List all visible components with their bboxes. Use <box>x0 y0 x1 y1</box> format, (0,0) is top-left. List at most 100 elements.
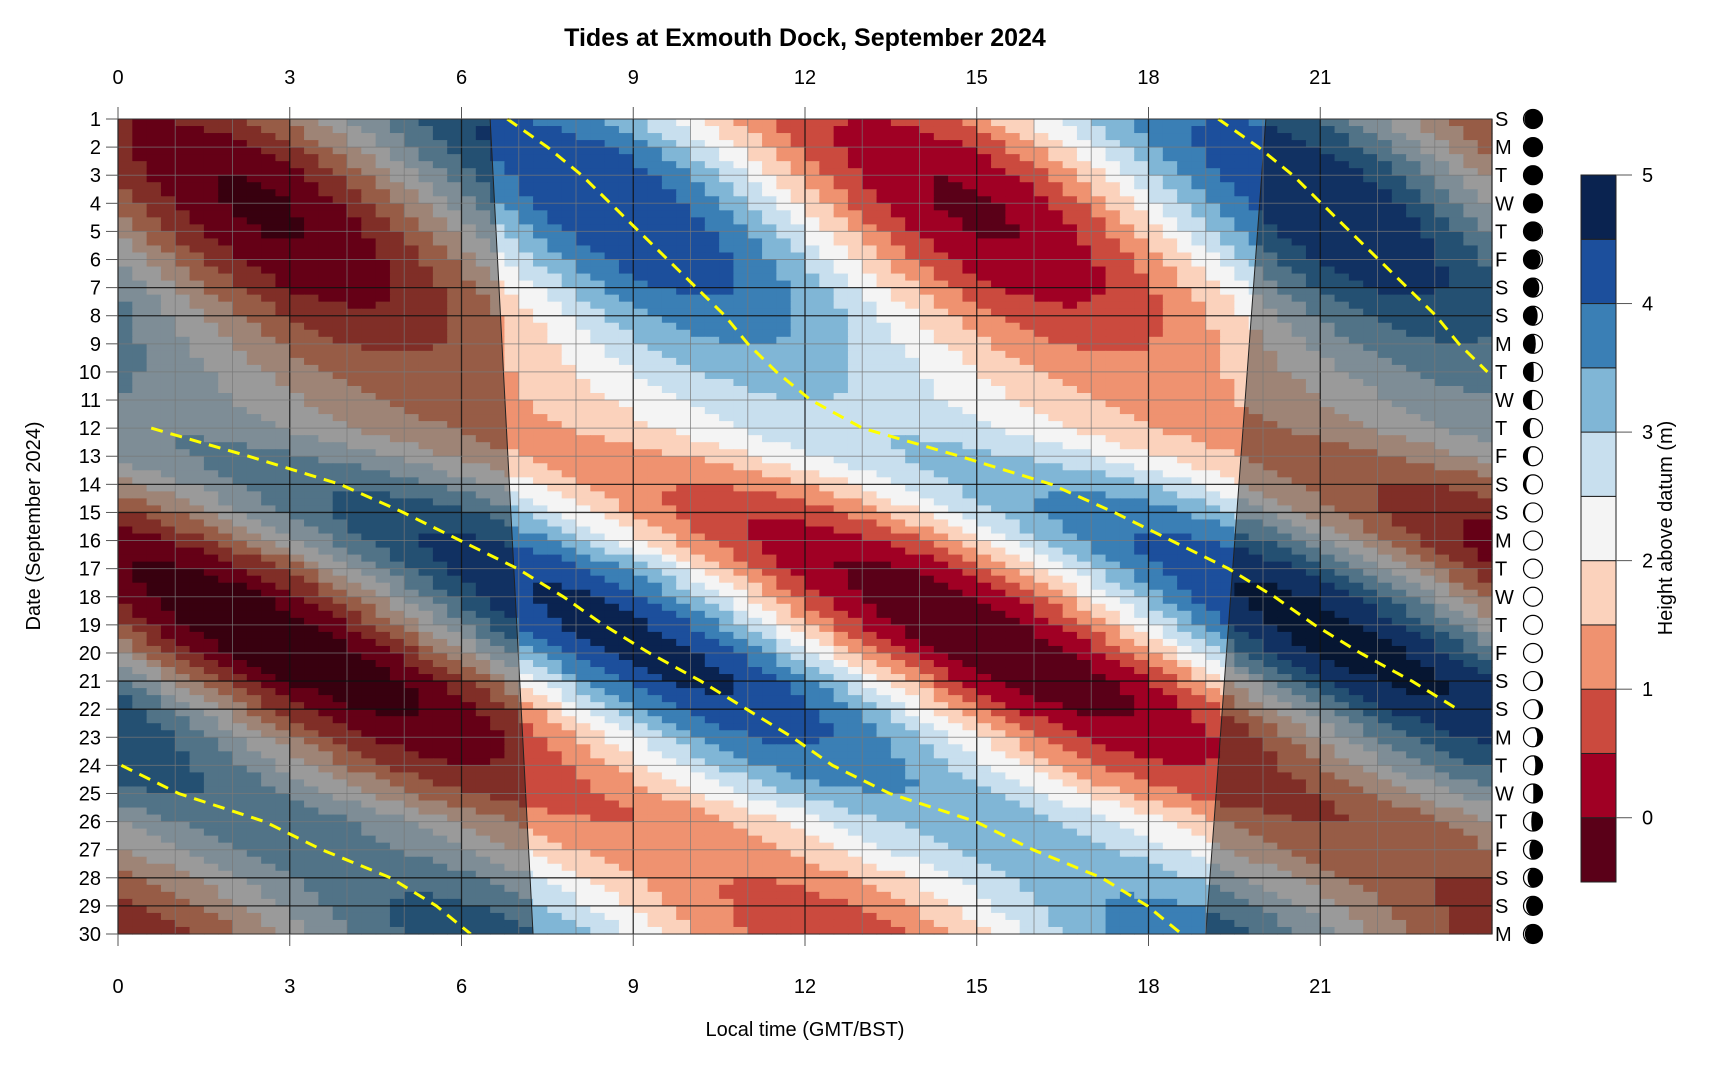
contour-cell <box>1320 210 1336 218</box>
contour-cell <box>1334 463 1350 471</box>
contour-cell <box>991 224 1006 233</box>
contour-cell <box>1034 357 1049 366</box>
contour-cell <box>175 231 191 240</box>
contour-cell <box>118 393 133 401</box>
contour-cell <box>833 182 849 190</box>
contour-cell <box>304 154 319 162</box>
contour-cell <box>218 456 234 464</box>
contour-cell <box>819 119 835 127</box>
contour-cell <box>203 470 219 478</box>
contour-cell <box>246 449 262 457</box>
contour-cell <box>1148 154 1164 162</box>
contour-cell <box>933 203 949 211</box>
contour-cell <box>618 378 634 387</box>
contour-cell <box>1348 259 1364 268</box>
contour-cell <box>633 182 649 190</box>
contour-cell <box>1263 161 1278 169</box>
contour-cell <box>304 435 319 443</box>
contour-cell <box>1034 287 1049 296</box>
contour-cell <box>404 161 420 169</box>
contour-cell <box>518 428 534 436</box>
contour-cell <box>318 315 334 324</box>
contour-cell <box>218 168 234 176</box>
contour-cell <box>1220 175 1235 183</box>
contour-cell <box>118 154 133 162</box>
contour-cell <box>805 470 820 478</box>
contour-cell <box>1334 133 1350 141</box>
contour-cell <box>1105 393 1121 401</box>
contour-cell <box>132 407 148 415</box>
contour-cell <box>146 371 162 380</box>
contour-cell <box>389 217 405 225</box>
contour-cell <box>246 442 262 450</box>
contour-cell <box>1248 343 1264 352</box>
contour-cell <box>1062 378 1078 387</box>
contour-cell <box>1076 168 1092 176</box>
contour-cell <box>819 273 835 282</box>
contour-cell <box>747 414 763 422</box>
contour-cell <box>948 259 964 268</box>
contour-cell <box>447 294 463 303</box>
contour-cell <box>375 364 391 373</box>
contour-cell <box>1177 463 1193 471</box>
contour-cell <box>146 322 162 331</box>
contour-cell <box>118 280 133 289</box>
contour-cell <box>1420 407 1436 415</box>
contour-cell <box>962 336 978 345</box>
contour-cell <box>1205 442 1221 450</box>
contour-cell <box>704 161 720 169</box>
contour-cell <box>1248 210 1264 218</box>
contour-cell <box>1434 470 1450 478</box>
contour-cell <box>1363 294 1379 303</box>
contour-cell <box>518 140 534 148</box>
contour-cell <box>347 315 362 324</box>
contour-cell <box>1348 470 1364 478</box>
contour-cell <box>618 364 634 373</box>
contour-cell <box>1263 463 1278 471</box>
contour-cell <box>261 407 277 415</box>
contour-cell <box>1105 378 1121 387</box>
contour-cell <box>1434 147 1450 155</box>
contour-cell <box>1291 133 1307 141</box>
contour-cell <box>833 470 849 478</box>
contour-cell <box>1377 126 1393 134</box>
contour-cell <box>876 203 892 211</box>
contour-cell <box>647 133 663 141</box>
contour-cell <box>246 435 262 443</box>
contour-cell <box>733 378 749 387</box>
contour-cell <box>1320 224 1336 233</box>
contour-cell <box>118 435 133 443</box>
contour-cell <box>533 168 548 176</box>
contour-cell <box>905 470 921 478</box>
contour-cell <box>1105 259 1121 268</box>
contour-cell <box>1420 119 1436 127</box>
contour-cell <box>604 252 620 261</box>
contour-cell <box>805 133 820 141</box>
contour-cell <box>218 400 234 408</box>
contour-cell <box>275 301 291 310</box>
contour-cell <box>790 175 806 183</box>
contour-cell <box>189 133 205 141</box>
contour-cell <box>776 189 792 197</box>
contour-cell <box>618 210 634 218</box>
contour-cell <box>332 182 348 190</box>
contour-cell <box>175 238 191 247</box>
contour-cell <box>375 393 391 401</box>
contour-cell <box>1449 224 1464 233</box>
contour-cell <box>1148 182 1164 190</box>
contour-cell <box>389 470 405 478</box>
contour-cell <box>876 119 892 127</box>
contour-cell <box>261 449 277 457</box>
contour-cell <box>132 133 148 141</box>
contour-cell <box>332 456 348 464</box>
contour-cell <box>876 378 892 387</box>
contour-cell <box>1091 280 1107 289</box>
contour-cell <box>1434 449 1450 457</box>
contour-cell <box>661 315 677 324</box>
contour-cell <box>633 350 649 359</box>
contour-cell <box>1305 294 1321 303</box>
contour-cell <box>1449 245 1464 254</box>
contour-cell <box>375 385 391 394</box>
contour-cell <box>232 182 248 190</box>
contour-cell <box>218 287 234 296</box>
